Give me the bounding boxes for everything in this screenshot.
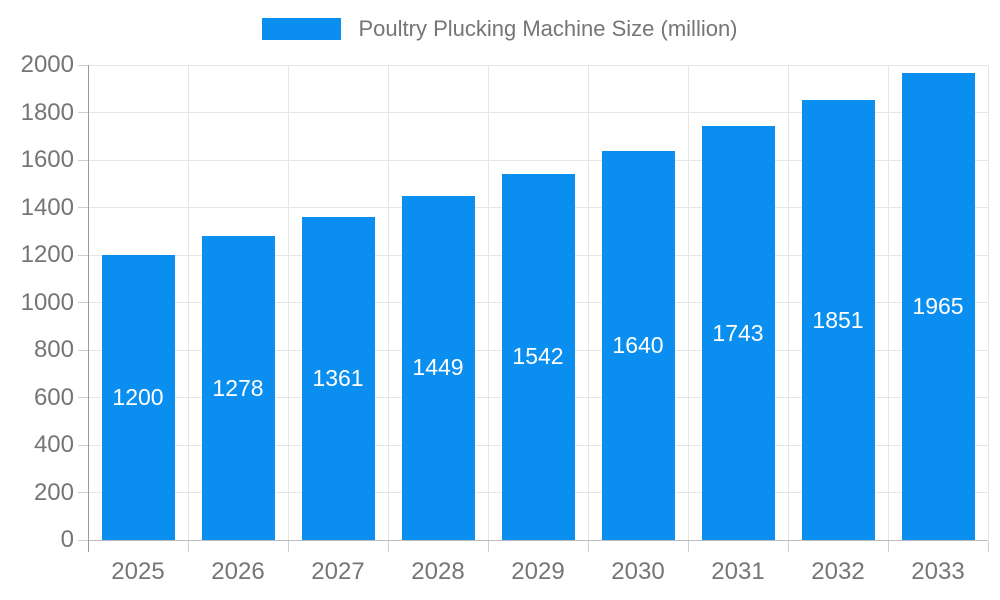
y-axis-tick [78, 254, 88, 256]
bar[interactable]: 1743 [701, 126, 775, 540]
bar-value-label: 1449 [412, 354, 464, 381]
x-axis-tick [187, 541, 189, 552]
x-axis-category-label: 2030 [611, 558, 665, 585]
y-axis-tick [78, 159, 88, 161]
y-axis-tick-label: 600 [33, 383, 74, 411]
vertical-gridline [587, 65, 589, 540]
y-axis-line [88, 65, 89, 552]
legend-item[interactable]: Poultry Plucking Machine Size (million) [0, 16, 1000, 42]
bar[interactable]: 1449 [401, 195, 475, 540]
x-axis-tick [887, 541, 889, 552]
y-axis-tick [78, 349, 88, 351]
y-axis-tick [78, 492, 88, 493]
vertical-gridline [487, 65, 489, 540]
bar[interactable]: 1640 [601, 150, 675, 540]
y-axis-tick-label: 2000 [20, 51, 74, 78]
legend-label: Poultry Plucking Machine Size (million) [358, 16, 738, 41]
y-axis-tick-label: 1000 [20, 288, 74, 316]
bar-value-label: 1851 [812, 306, 864, 333]
y-axis-tick [78, 112, 88, 113]
vertical-gridline [787, 65, 789, 540]
bar-value-label: 1361 [312, 364, 364, 391]
bar[interactable]: 1278 [201, 236, 275, 540]
y-axis-tick [78, 539, 88, 541]
plot-area: 0 200 400 600 800 1000 1200 1400 1600 1800 2000 120… [21, 52, 989, 585]
x-axis-category-label: 2031 [711, 558, 765, 585]
vertical-gridline [887, 65, 889, 540]
vertical-gridline [187, 65, 189, 540]
y-axis-tick-label: 800 [33, 336, 74, 363]
x-axis-category-label: 2026 [211, 558, 265, 585]
bar-value-label: 1200 [112, 384, 164, 410]
horizontal-gridline [88, 112, 988, 113]
bar-value-label: 1965 [912, 293, 964, 320]
bar[interactable]: 1361 [301, 216, 375, 540]
vertical-gridline [287, 65, 289, 540]
y-axis-tick-label: 200 [33, 478, 74, 506]
x-axis-tick [287, 541, 289, 552]
x-axis-line [88, 540, 988, 541]
x-axis-tick [587, 541, 589, 552]
x-axis-category-label: 2025 [111, 558, 165, 585]
y-axis-tick-label: 1200 [20, 241, 74, 268]
x-axis-category-label: 2028 [411, 558, 465, 585]
x-axis-tick [687, 541, 689, 552]
bar[interactable]: 1200 [101, 255, 175, 540]
bar-value-label: 1278 [212, 374, 264, 401]
y-axis-tick [78, 444, 88, 446]
y-axis-tick [78, 64, 88, 66]
y-axis-tick [78, 397, 88, 398]
x-axis-tick [387, 541, 389, 552]
legend-swatch [262, 18, 342, 40]
bar[interactable]: 1851 [801, 100, 875, 540]
y-axis-tick-label: 1400 [20, 193, 74, 221]
vertical-gridline [987, 65, 989, 540]
horizontal-gridline [88, 159, 988, 161]
y-axis-tick-label: 1800 [20, 98, 74, 126]
bar-value-label: 1542 [512, 343, 564, 370]
bar[interactable]: 1965 [901, 73, 975, 540]
x-axis-category-label: 2029 [511, 558, 565, 585]
y-axis-tick-label: 400 [33, 431, 74, 458]
x-axis-category-label: 2027 [311, 558, 365, 585]
x-axis-tick [487, 541, 489, 552]
vertical-gridline [687, 65, 689, 540]
x-axis-category-label: 2032 [811, 558, 865, 585]
bar-value-label: 1743 [712, 319, 764, 346]
bar-value-label: 1640 [612, 331, 664, 358]
horizontal-gridline [88, 64, 988, 66]
y-axis-tick [78, 302, 88, 303]
x-axis-category-label: 2033 [911, 558, 965, 585]
vertical-gridline [387, 65, 389, 540]
y-axis-tick [78, 207, 88, 208]
y-axis-tick-label: 1600 [20, 146, 74, 173]
y-axis-tick-label: 0 [60, 526, 74, 553]
x-axis-tick [787, 541, 789, 552]
bar[interactable]: 1542 [501, 173, 575, 540]
x-axis-tick [987, 541, 989, 552]
